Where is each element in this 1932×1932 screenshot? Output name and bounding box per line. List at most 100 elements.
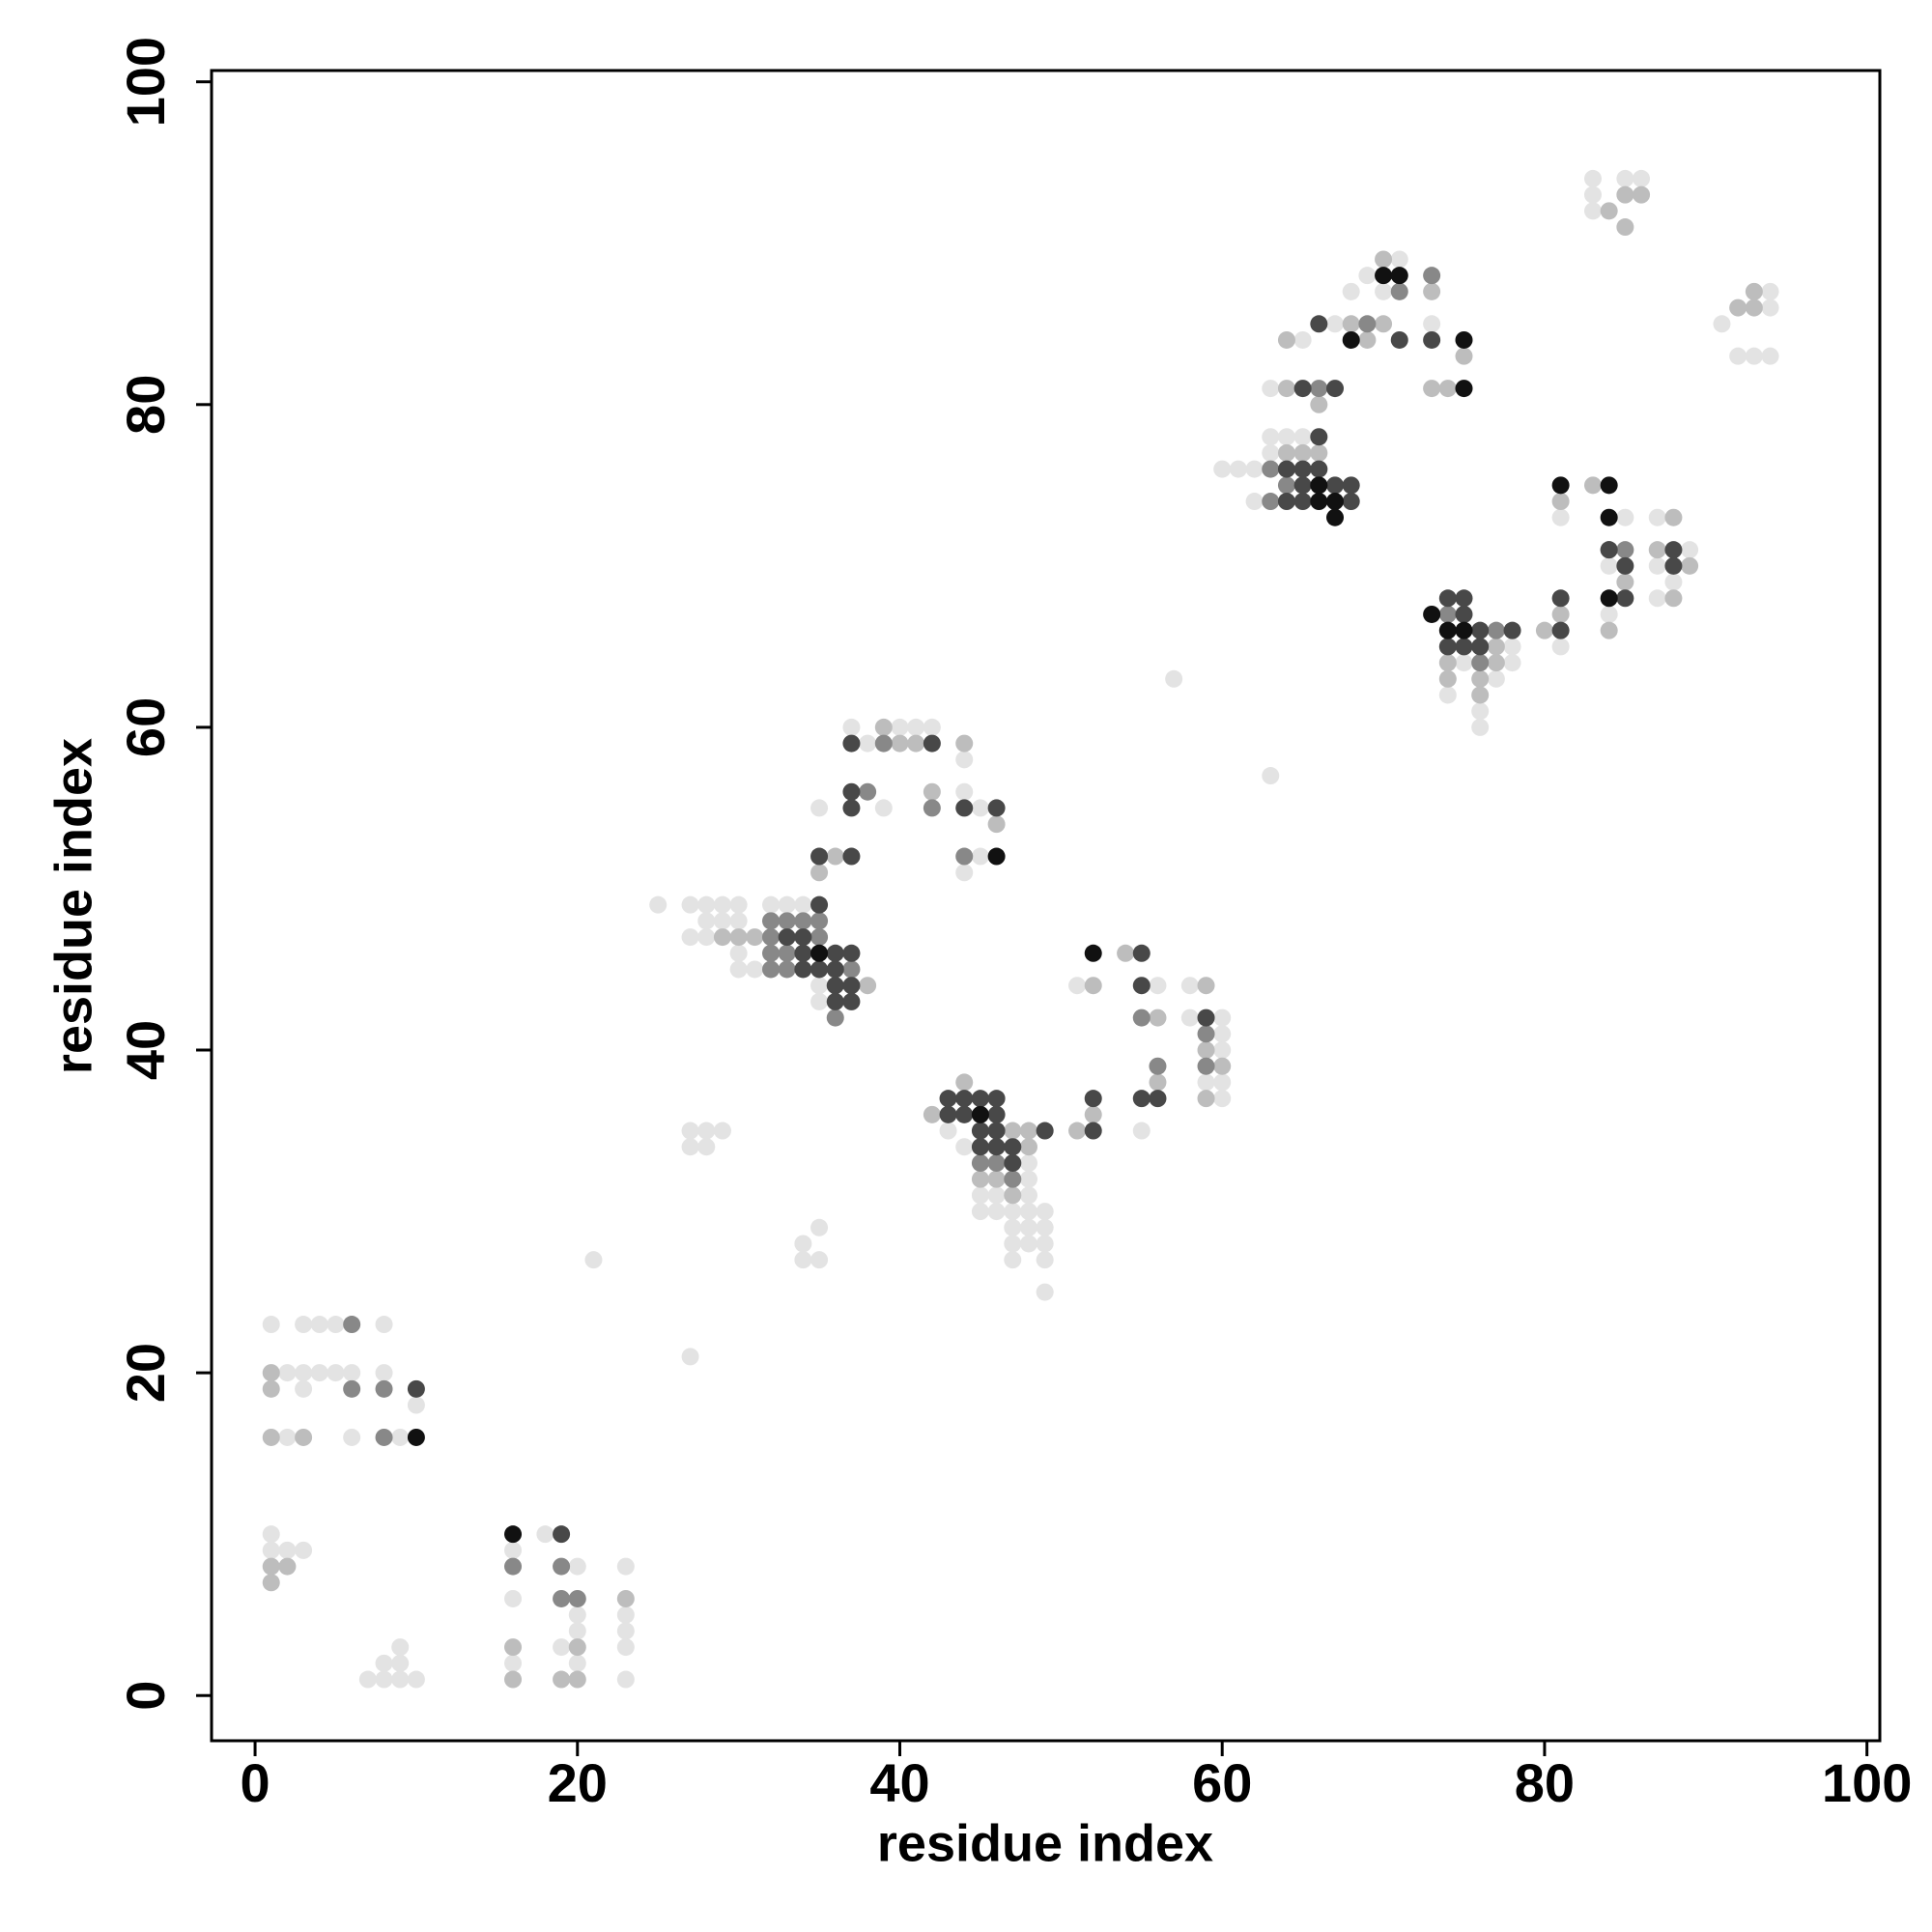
point	[746, 960, 764, 979]
point	[1600, 508, 1618, 526]
point	[971, 1153, 989, 1172]
point	[762, 928, 781, 947]
point	[778, 895, 796, 914]
point	[1390, 250, 1408, 269]
point	[955, 782, 974, 801]
point	[955, 847, 974, 866]
point	[810, 928, 829, 947]
point	[1277, 443, 1295, 462]
point	[343, 1428, 361, 1446]
point	[375, 1379, 393, 1398]
point	[584, 1251, 603, 1269]
point	[1036, 1251, 1054, 1269]
point	[810, 960, 829, 979]
point	[810, 1218, 829, 1236]
point	[310, 1316, 328, 1334]
point	[1004, 1235, 1022, 1253]
point	[1455, 605, 1473, 623]
point	[1438, 589, 1457, 608]
point	[1633, 169, 1651, 187]
point	[794, 912, 812, 930]
point	[1245, 493, 1264, 511]
point	[1004, 1186, 1022, 1205]
point	[1471, 702, 1490, 721]
point	[262, 1574, 280, 1592]
point	[955, 864, 974, 882]
point	[262, 1316, 280, 1334]
point	[971, 1138, 989, 1156]
point	[1438, 669, 1457, 688]
point	[1423, 605, 1441, 623]
point	[1310, 476, 1328, 495]
point	[1117, 944, 1135, 962]
point	[778, 944, 796, 962]
point	[971, 1090, 989, 1108]
point	[553, 1670, 571, 1689]
x-tick-label: 40	[869, 1752, 929, 1813]
point	[762, 912, 781, 930]
point	[842, 992, 861, 1010]
point	[1036, 1283, 1054, 1301]
point	[278, 1557, 297, 1576]
point	[1455, 654, 1473, 672]
point	[1310, 395, 1328, 413]
point	[810, 944, 829, 962]
point	[713, 1122, 731, 1140]
point	[553, 1638, 571, 1657]
point	[1423, 330, 1441, 349]
point	[1438, 654, 1457, 672]
point	[1551, 493, 1570, 511]
point	[1342, 282, 1360, 300]
point	[1326, 380, 1345, 398]
point	[343, 1364, 361, 1382]
point	[1149, 1057, 1167, 1075]
point	[1616, 169, 1634, 187]
point	[1713, 315, 1731, 333]
point	[955, 799, 974, 817]
point	[262, 1379, 280, 1398]
point	[697, 895, 716, 914]
point	[874, 734, 893, 753]
point	[1342, 476, 1360, 495]
point	[295, 1428, 313, 1446]
point	[1342, 330, 1360, 349]
point	[1616, 218, 1634, 237]
point	[262, 1541, 280, 1559]
point	[762, 960, 781, 979]
point	[1197, 1025, 1215, 1043]
point	[907, 734, 925, 753]
point	[923, 1105, 941, 1123]
point	[1358, 267, 1377, 285]
y-tick-label: 0	[115, 1681, 176, 1711]
point	[1390, 282, 1408, 300]
point	[907, 718, 925, 736]
point	[1535, 621, 1553, 639]
point	[1423, 315, 1441, 333]
point	[1213, 460, 1232, 478]
point	[1745, 298, 1763, 317]
point	[810, 864, 829, 882]
point	[1004, 1170, 1022, 1188]
point	[616, 1557, 635, 1576]
point	[504, 1557, 523, 1576]
point	[955, 1090, 974, 1108]
point	[375, 1316, 393, 1334]
point	[553, 1589, 571, 1607]
point	[762, 944, 781, 962]
point	[1326, 493, 1345, 511]
point	[1293, 460, 1312, 478]
x-tick-label: 80	[1515, 1752, 1575, 1813]
point	[1471, 638, 1490, 656]
point	[295, 1379, 313, 1398]
point	[407, 1428, 425, 1446]
point	[295, 1541, 313, 1559]
point	[939, 1122, 957, 1140]
point	[1132, 1090, 1151, 1108]
point	[1084, 944, 1102, 962]
point	[1487, 621, 1505, 639]
point	[1375, 315, 1393, 333]
point	[1213, 1009, 1232, 1027]
point	[987, 1122, 1006, 1140]
x-tick-label: 0	[240, 1752, 270, 1813]
point	[987, 799, 1006, 817]
